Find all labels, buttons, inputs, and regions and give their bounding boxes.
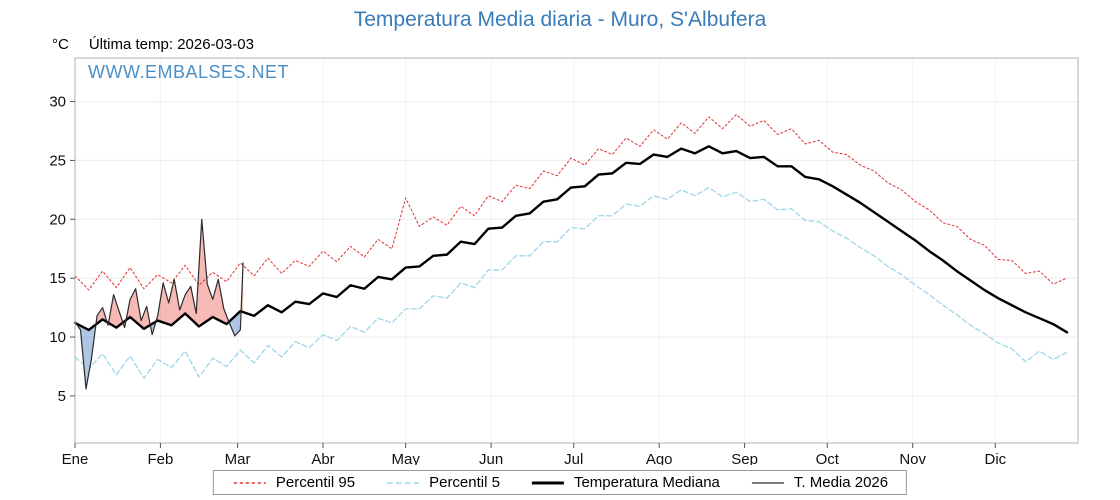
legend-item-percentil-5: Percentil 5 bbox=[385, 474, 500, 491]
last-temp-label: Última temp: 2026-03-03 bbox=[88, 36, 254, 53]
svg-text:Jun: Jun bbox=[479, 451, 503, 465]
svg-text:Dic: Dic bbox=[984, 451, 1006, 465]
svg-text:Sep: Sep bbox=[731, 451, 758, 465]
legend-label: Temperatura Mediana bbox=[573, 474, 720, 491]
legend-percentil-95-line-icon bbox=[233, 481, 266, 484]
svg-text:Ago: Ago bbox=[646, 451, 673, 465]
svg-text:15: 15 bbox=[49, 270, 66, 287]
legend-item-percentil-95: Percentil 95 bbox=[232, 474, 355, 491]
y-axis-unit-label: °C bbox=[52, 36, 69, 53]
watermark: WWW.EMBALSES.NET bbox=[88, 62, 290, 82]
plot-area: 5 10 15 20 25 30 Ene Feb Mar Abr May Jun Jul Ago Sep Oc… bbox=[49, 57, 1079, 465]
legend-label: T. Media 2026 bbox=[793, 474, 889, 491]
svg-text:25: 25 bbox=[49, 152, 66, 169]
chart-header: °C Última temp: 2026-03-03 bbox=[52, 36, 254, 53]
svg-text:Oct: Oct bbox=[816, 451, 840, 465]
svg-text:10: 10 bbox=[49, 329, 66, 346]
legend: Percentil 95 Percentil 5 Temperatura Med… bbox=[212, 470, 908, 495]
legend-percentil-5-line-icon bbox=[387, 481, 420, 484]
legend-mediana-line-icon bbox=[531, 481, 564, 484]
chart-title: Temperatura Media diaria - Muro, S'Albuf… bbox=[353, 8, 767, 31]
svg-text:May: May bbox=[391, 451, 420, 465]
svg-text:30: 30 bbox=[49, 94, 66, 111]
svg-text:5: 5 bbox=[58, 388, 66, 405]
svg-text:Nov: Nov bbox=[899, 451, 926, 465]
svg-text:Jul: Jul bbox=[564, 451, 583, 465]
legend-t-media-2026-line-icon bbox=[751, 481, 784, 484]
legend-item-mediana: Temperatura Mediana bbox=[530, 474, 720, 491]
svg-text:Feb: Feb bbox=[147, 451, 173, 465]
legend-item-t-media-2026: T. Media 2026 bbox=[750, 474, 888, 491]
legend-label: Percentil 5 bbox=[429, 474, 500, 491]
svg-text:Ene: Ene bbox=[62, 451, 89, 465]
svg-text:20: 20 bbox=[49, 211, 66, 228]
legend-label: Percentil 95 bbox=[275, 474, 356, 491]
svg-text:Mar: Mar bbox=[225, 451, 251, 465]
svg-text:Abr: Abr bbox=[311, 451, 334, 465]
